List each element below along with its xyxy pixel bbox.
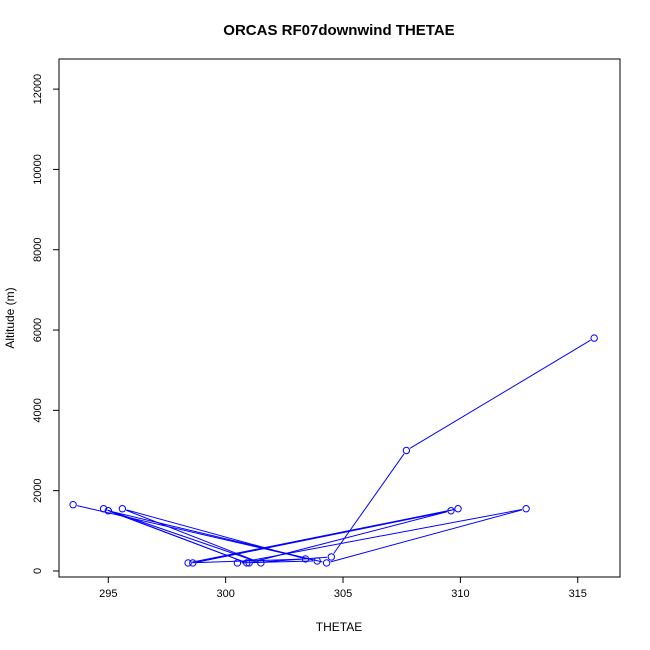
- data-point: [233, 559, 242, 567]
- data-point: [454, 505, 462, 513]
- data-point: [447, 507, 455, 515]
- series-line-segment: [107, 509, 258, 563]
- data-point: [245, 559, 253, 567]
- y-tick-label: 12000: [32, 74, 44, 105]
- x-tick-label: 295: [99, 588, 117, 600]
- y-tick-label: 10000: [32, 154, 44, 185]
- x-tick-label: 315: [569, 588, 587, 600]
- data-point: [189, 559, 197, 567]
- data-point: [327, 553, 335, 561]
- y-axis-label: Altitude (m): [3, 287, 17, 348]
- marker-layer: [69, 334, 598, 567]
- series-line-segment: [253, 511, 448, 563]
- data-point: [313, 557, 321, 565]
- data-point: [104, 507, 112, 515]
- series-line-segment: [333, 453, 405, 554]
- data-point: [69, 501, 77, 509]
- y-tick-label: 6000: [32, 318, 44, 342]
- data-point: [322, 559, 331, 567]
- y-tick-label: 2000: [32, 478, 44, 502]
- series-line-segment: [409, 339, 591, 449]
- x-tick-label: 305: [334, 588, 352, 600]
- data-point: [590, 334, 598, 342]
- series-line-segment: [77, 505, 314, 561]
- series-line-segment: [126, 509, 258, 562]
- y-tick-label: 0: [32, 568, 44, 574]
- data-point: [184, 559, 192, 567]
- series-line-segment: [112, 511, 323, 563]
- y-tick-label: 8000: [32, 237, 44, 261]
- y-axis: 0 2000 4000 6000 8000 10000 12000: [32, 74, 59, 574]
- data-point: [257, 559, 265, 567]
- data-point: [243, 559, 251, 567]
- series-line-segment: [330, 509, 523, 563]
- series-line-segment: [196, 511, 447, 563]
- y-tick-label: 4000: [32, 398, 44, 422]
- x-axis: 295 300 305 310 315: [99, 577, 587, 600]
- plot-frame: [58, 58, 621, 578]
- x-tick-label: 300: [216, 588, 234, 600]
- chart-title: ORCAS RF07downwind THETAE: [223, 22, 454, 39]
- x-tick-label: 310: [451, 588, 469, 600]
- series-layer: [77, 339, 591, 564]
- x-axis-label: THETAE: [316, 620, 362, 634]
- data-point: [402, 446, 411, 455]
- data-point: [99, 505, 108, 513]
- series-line-segment: [107, 509, 244, 562]
- data-point: [118, 505, 127, 513]
- data-point: [301, 555, 310, 563]
- data-point: [522, 505, 530, 513]
- series-line-segment: [126, 509, 302, 559]
